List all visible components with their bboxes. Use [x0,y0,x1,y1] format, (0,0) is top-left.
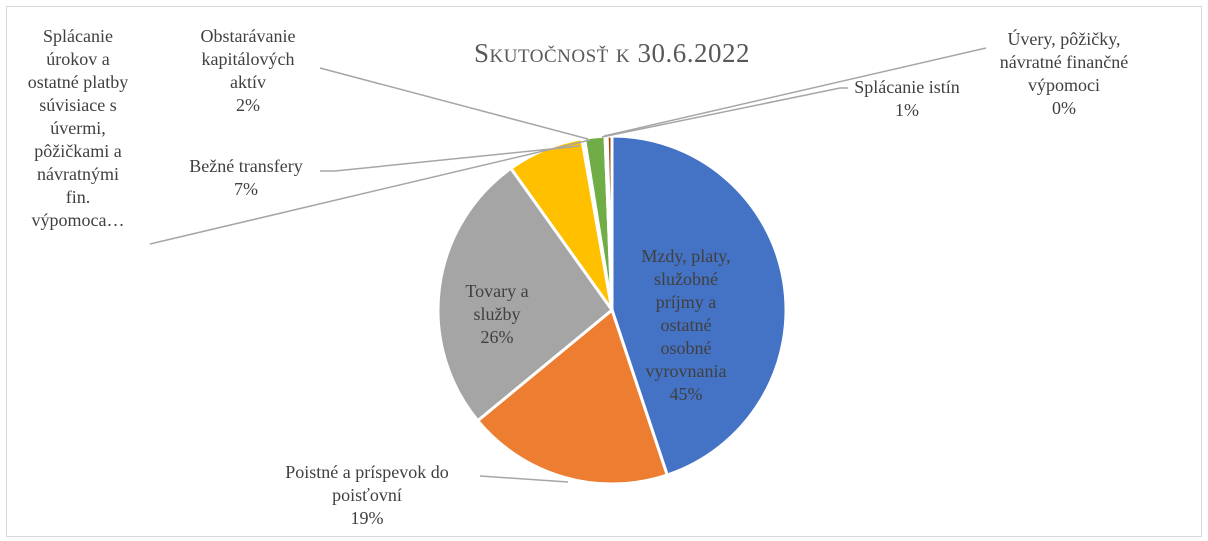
label-splacanie-urokov-line: úvermi, [50,118,106,138]
label-uvery-line: výpomoci [1028,75,1100,95]
leader-bezne-transfery [320,145,581,172]
label-poistne-line: poisťovní [332,485,402,505]
label-splacanie-urokov-line: fin. [66,187,91,207]
label-obstaravanie: Obstarávanie kapitálových aktív 2% [201,26,296,115]
label-splacanie-urokov-line: úrokov a [46,49,109,69]
label-tovary-line: 26% [481,327,514,347]
label-uvery-line: návratné finančné [1000,52,1128,72]
label-uvery-line: Úvery, pôžičky, [1007,28,1120,49]
label-bezne-transfery-line: 7% [234,179,258,199]
label-mzdy-line: ostatné [661,315,712,335]
label-poistne-line: Poistné a príspevok do [285,462,449,482]
label-bezne-transfery: Bežné transfery 7% [189,156,302,199]
slice-tovary [436,166,615,423]
label-mzdy-line: osobné [661,338,712,358]
slice-mzdy [610,134,788,477]
leader-splacanie-istin [601,87,848,138]
label-splacanie-urokov-line: návratnými [37,164,119,184]
label-uvery-line: 0% [1052,98,1076,118]
label-bezne-transfery-line: Bežné transfery [189,156,302,176]
label-obstaravanie-line: 2% [236,95,260,115]
label-splacanie-istin-line: Splácanie istín [854,77,959,97]
label-mzdy-line: Mzdy, platy, [641,246,730,266]
leader-splacanie-urokov [149,139,591,245]
label-splacanie-urokov-line: ostatné platby [28,72,128,92]
label-splacanie-urokov-line: výpomoca… [32,210,125,230]
label-tovary-line: Tovary a [465,281,528,301]
label-poistne-line: 19% [351,508,384,528]
label-tovary: Tovary a služby 26% [465,281,528,347]
label-splacanie-istin: Splácanie istín 1% [854,77,959,120]
label-uvery: Úvery, pôžičky, návratné finančné výpomoci… [1000,28,1128,118]
data-labels: Mzdy, platy, služobné príjmy a ostatné osobn… [28,26,1128,528]
slice-poistne [475,307,670,486]
label-obstaravanie-line: Obstarávanie [201,26,296,46]
label-splacanie-urokov: Splácanie úrokov a ostatné platby súvisiace… [28,26,128,230]
label-mzdy-line: služobné [654,269,718,289]
label-mzdy: Mzdy, platy, služobné príjmy a ostatné osobn… [641,246,730,404]
label-splacanie-urokov-line: Splácanie [43,26,113,46]
leader-lines [149,47,987,483]
pie-slices [436,134,788,486]
leader-obstaravanie [319,67,589,140]
label-mzdy-line: 45% [670,384,703,404]
label-splacanie-urokov-line: pôžičkami a [34,141,121,161]
label-mzdy-line: príjmy a [656,292,717,312]
label-poistne: Poistné a príspevok do poisťovní 19% [285,462,449,528]
label-splacanie-istin-line: 1% [895,100,919,120]
leader-uvery [603,47,987,137]
chart-title: Skutočnosť k 30.6.2022 [474,38,750,68]
label-mzdy-line: vyrovnania [646,361,727,381]
label-tovary-line: služby [474,304,521,324]
label-obstaravanie-line: kapitálových [202,49,295,69]
label-splacanie-urokov-line: súvisiace s [39,95,116,115]
label-obstaravanie-line: aktív [230,72,266,92]
leader-poistne [479,475,569,483]
